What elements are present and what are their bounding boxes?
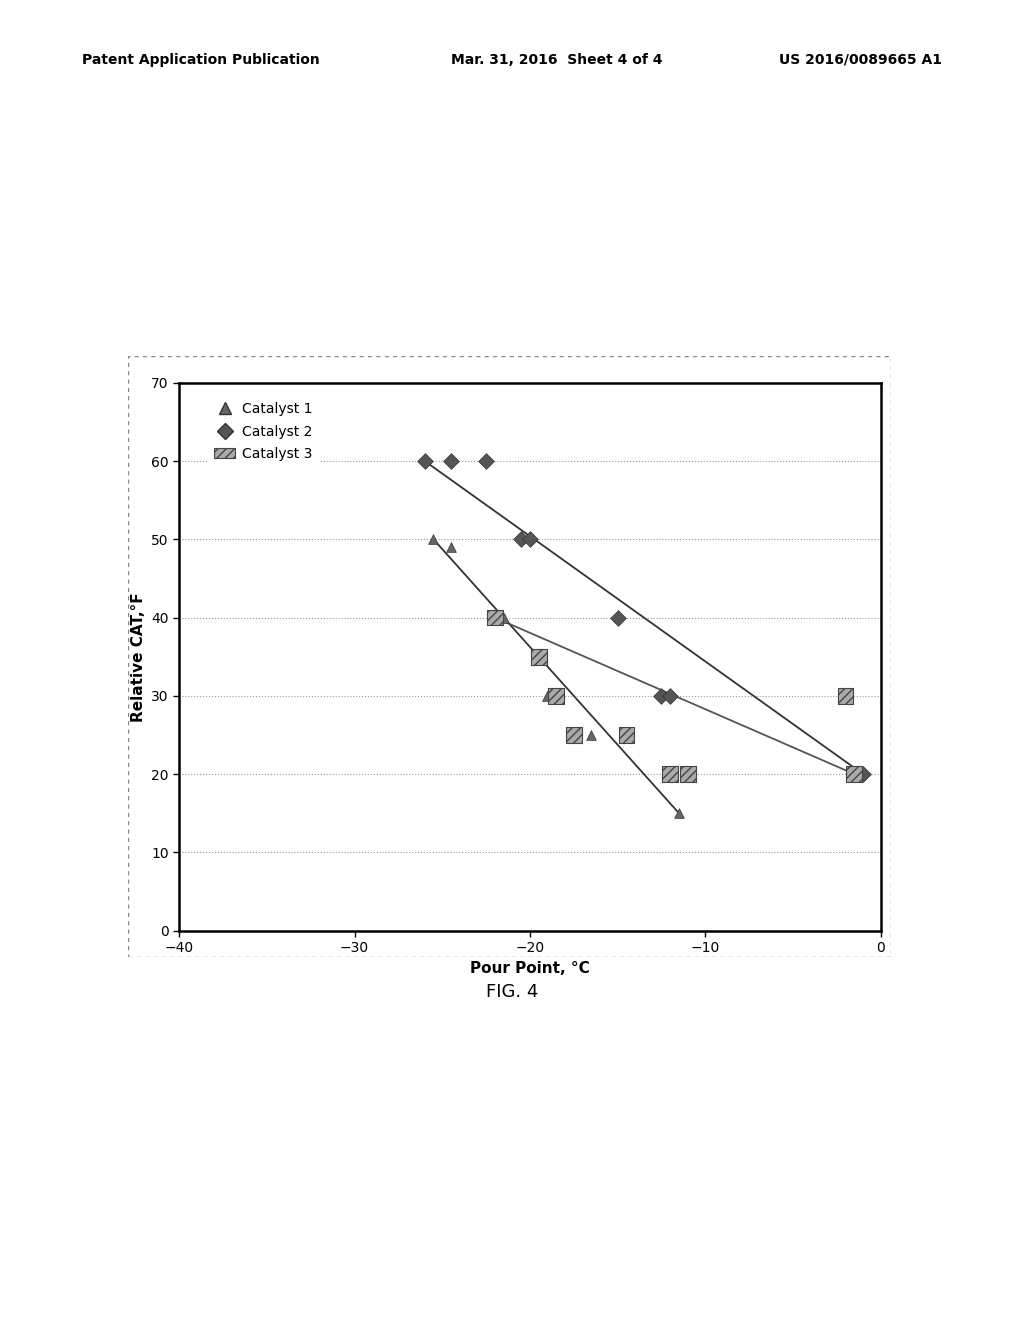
Point [530,647,547,668]
Point [653,685,670,706]
Y-axis label: Relative CAT,°F: Relative CAT,°F [131,591,145,722]
Legend: Catalyst 1, Catalyst 2, Catalyst 3: Catalyst 1, Catalyst 2, Catalyst 3 [207,395,319,467]
Point [417,450,433,471]
Point [548,685,564,706]
Point [846,763,862,784]
Point [583,725,599,746]
Text: Patent Application Publication: Patent Application Publication [82,53,319,67]
Point [486,607,503,628]
Point [478,450,495,471]
Point [609,607,626,628]
Point [838,685,854,706]
Point [671,803,687,824]
Point [513,529,529,550]
Point [680,763,696,784]
Point [442,450,459,471]
Text: Mar. 31, 2016  Sheet 4 of 4: Mar. 31, 2016 Sheet 4 of 4 [451,53,663,67]
Point [540,685,556,706]
Point [425,529,441,550]
Text: FIG. 4: FIG. 4 [485,983,539,1002]
Point [442,537,459,558]
Point [565,725,582,746]
Point [663,685,679,706]
Point [522,529,539,550]
Point [663,763,679,784]
Point [855,763,871,784]
Point [496,607,512,628]
X-axis label: Pour Point, °C: Pour Point, °C [470,961,590,975]
Point [618,725,635,746]
Text: US 2016/0089665 A1: US 2016/0089665 A1 [779,53,942,67]
